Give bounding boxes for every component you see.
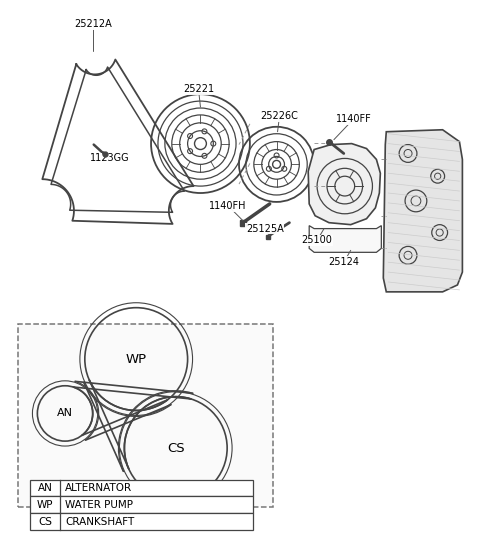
Text: AN: AN bbox=[38, 483, 53, 493]
Text: 25100: 25100 bbox=[301, 235, 333, 245]
Text: 25124: 25124 bbox=[328, 257, 360, 267]
Text: AN: AN bbox=[57, 408, 73, 418]
FancyBboxPatch shape bbox=[18, 324, 273, 507]
Text: ALTERNATOR: ALTERNATOR bbox=[65, 483, 132, 493]
Bar bbox=[30, 497, 253, 514]
Text: 25125A: 25125A bbox=[246, 223, 284, 234]
Text: 1140FH: 1140FH bbox=[209, 201, 247, 211]
Text: 1123GG: 1123GG bbox=[90, 153, 129, 164]
Text: 1140FF: 1140FF bbox=[336, 114, 372, 124]
Text: WP: WP bbox=[126, 353, 147, 366]
Polygon shape bbox=[384, 130, 462, 292]
Text: CRANKSHAFT: CRANKSHAFT bbox=[65, 517, 134, 526]
Polygon shape bbox=[308, 143, 380, 225]
Text: CS: CS bbox=[38, 517, 52, 526]
Text: 25212A: 25212A bbox=[74, 19, 111, 29]
Text: 25226C: 25226C bbox=[261, 111, 299, 121]
Bar bbox=[30, 480, 253, 497]
Text: WP: WP bbox=[37, 500, 54, 510]
Text: CS: CS bbox=[167, 441, 185, 455]
Polygon shape bbox=[309, 226, 381, 253]
Text: WATER PUMP: WATER PUMP bbox=[65, 500, 133, 510]
Bar bbox=[30, 514, 253, 530]
Text: 25221: 25221 bbox=[183, 84, 214, 94]
